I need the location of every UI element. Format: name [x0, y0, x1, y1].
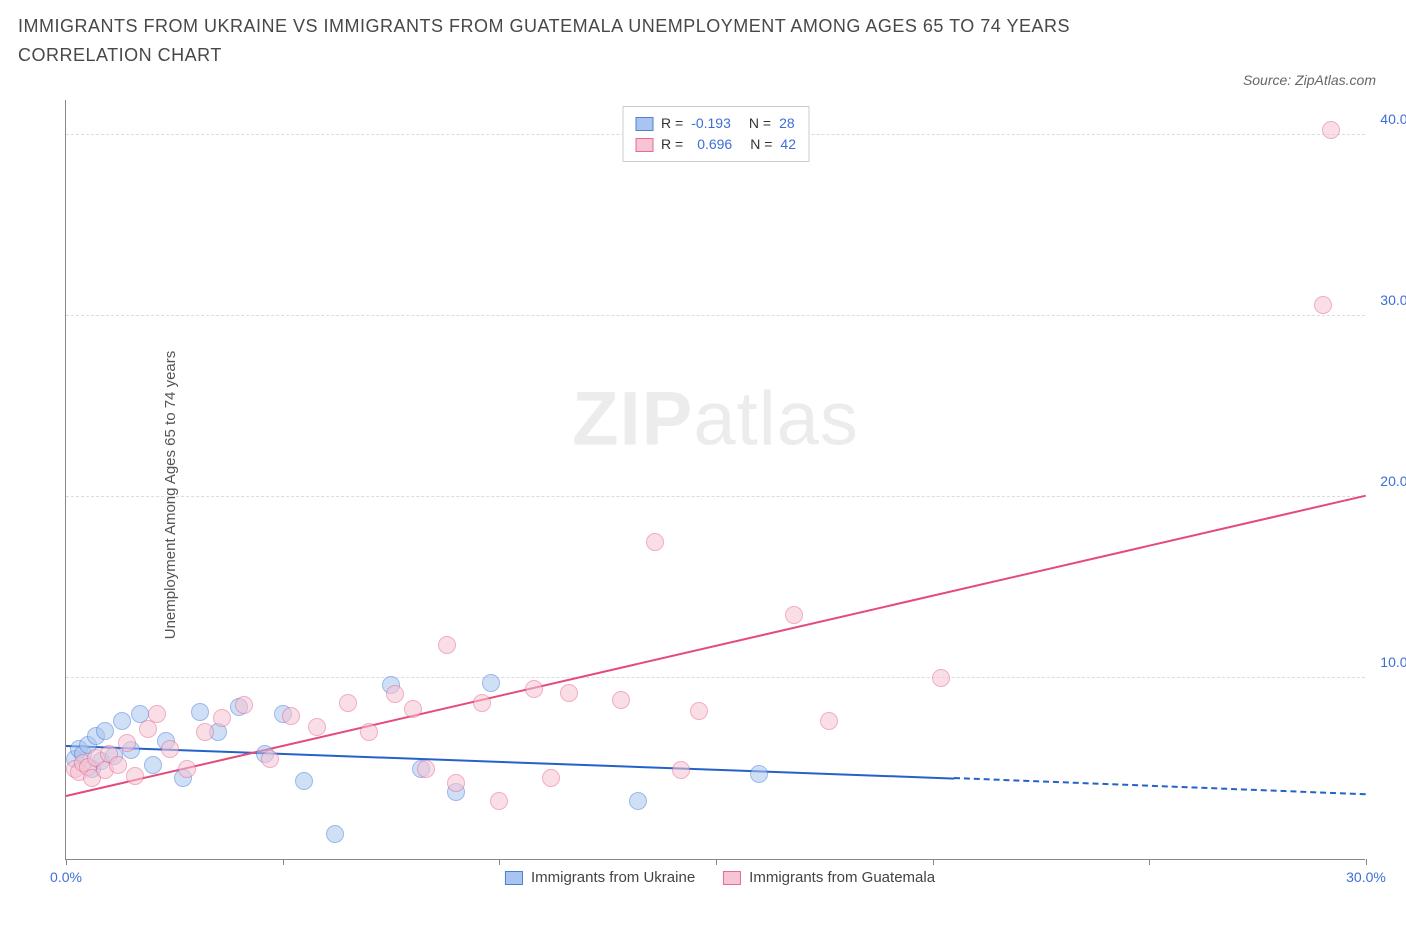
data-point: [213, 709, 231, 727]
legend-r-label: R =: [661, 134, 683, 155]
data-point: [1314, 296, 1332, 314]
legend-n-value-ukraine: 28: [779, 113, 795, 134]
data-point: [295, 772, 313, 790]
data-point: [386, 685, 404, 703]
x-tick: [1149, 859, 1150, 865]
data-point: [490, 792, 508, 810]
legend-n-label: N =: [750, 134, 772, 155]
data-point: [447, 774, 465, 792]
data-point: [1322, 121, 1340, 139]
legend-label-guatemala: Immigrants from Guatemala: [749, 869, 935, 886]
data-point: [282, 707, 300, 725]
data-point: [525, 680, 543, 698]
grid-line: [66, 496, 1365, 497]
data-point: [109, 756, 127, 774]
legend-r-value-guatemala: 0.696: [697, 134, 732, 155]
x-tick: [1366, 859, 1367, 865]
legend-item-ukraine: Immigrants from Ukraine: [505, 869, 695, 886]
source-attribution: Source: ZipAtlas.com: [1243, 72, 1376, 88]
data-point: [612, 691, 630, 709]
data-point: [560, 684, 578, 702]
data-point: [646, 533, 664, 551]
data-point: [118, 734, 136, 752]
data-point: [785, 606, 803, 624]
watermark: ZIPatlas: [572, 375, 859, 462]
data-point: [113, 712, 131, 730]
data-point: [404, 700, 422, 718]
legend-swatch-guatemala: [723, 871, 741, 885]
x-tick: [66, 859, 67, 865]
x-tick-label: 30.0%: [1346, 869, 1386, 885]
data-point: [360, 723, 378, 741]
legend-n-label: N =: [749, 113, 771, 134]
x-tick: [283, 859, 284, 865]
legend-correlation: R = -0.193 N = 28 R = 0.696 N = 42: [622, 106, 809, 162]
data-point: [196, 723, 214, 741]
x-tick: [933, 859, 934, 865]
data-point: [178, 760, 196, 778]
data-point: [148, 705, 166, 723]
data-point: [750, 765, 768, 783]
data-point: [326, 825, 344, 843]
data-point: [438, 636, 456, 654]
scatter-plot: R = -0.193 N = 28 R = 0.696 N = 42 ZIPat…: [65, 100, 1365, 860]
legend-swatch-guatemala: [635, 138, 653, 152]
data-point: [932, 669, 950, 687]
data-point: [542, 769, 560, 787]
data-point: [126, 767, 144, 785]
y-tick-label: 30.0%: [1380, 292, 1406, 308]
data-point: [820, 712, 838, 730]
data-point: [191, 703, 209, 721]
data-point: [672, 761, 690, 779]
data-point: [308, 718, 326, 736]
chart-area: Unemployment Among Ages 65 to 74 years R…: [60, 100, 1380, 890]
legend-n-value-guatemala: 42: [780, 134, 796, 155]
x-tick-label: 0.0%: [50, 869, 82, 885]
y-tick-label: 20.0%: [1380, 473, 1406, 489]
data-point: [417, 760, 435, 778]
data-point: [261, 750, 279, 768]
y-tick-label: 40.0%: [1380, 111, 1406, 127]
data-point: [339, 694, 357, 712]
trend-line: [66, 745, 954, 780]
data-point: [482, 674, 500, 692]
data-point: [144, 756, 162, 774]
data-point: [235, 696, 253, 714]
data-point: [96, 722, 114, 740]
legend-row-guatemala: R = 0.696 N = 42: [635, 134, 796, 155]
legend-series: Immigrants from Ukraine Immigrants from …: [505, 869, 935, 886]
x-tick: [499, 859, 500, 865]
data-point: [629, 792, 647, 810]
legend-r-label: R =: [661, 113, 683, 134]
y-tick-label: 10.0%: [1380, 654, 1406, 670]
data-point: [161, 740, 179, 758]
legend-label-ukraine: Immigrants from Ukraine: [531, 869, 695, 886]
grid-line: [66, 315, 1365, 316]
x-tick: [716, 859, 717, 865]
legend-swatch-ukraine: [505, 871, 523, 885]
data-point: [473, 694, 491, 712]
legend-row-ukraine: R = -0.193 N = 28: [635, 113, 796, 134]
legend-swatch-ukraine: [635, 117, 653, 131]
legend-r-value-ukraine: -0.193: [691, 113, 731, 134]
chart-title: IMMIGRANTS FROM UKRAINE VS IMMIGRANTS FR…: [18, 12, 1118, 70]
trend-line: [954, 777, 1366, 795]
grid-line: [66, 677, 1365, 678]
legend-item-guatemala: Immigrants from Guatemala: [723, 869, 935, 886]
data-point: [690, 702, 708, 720]
